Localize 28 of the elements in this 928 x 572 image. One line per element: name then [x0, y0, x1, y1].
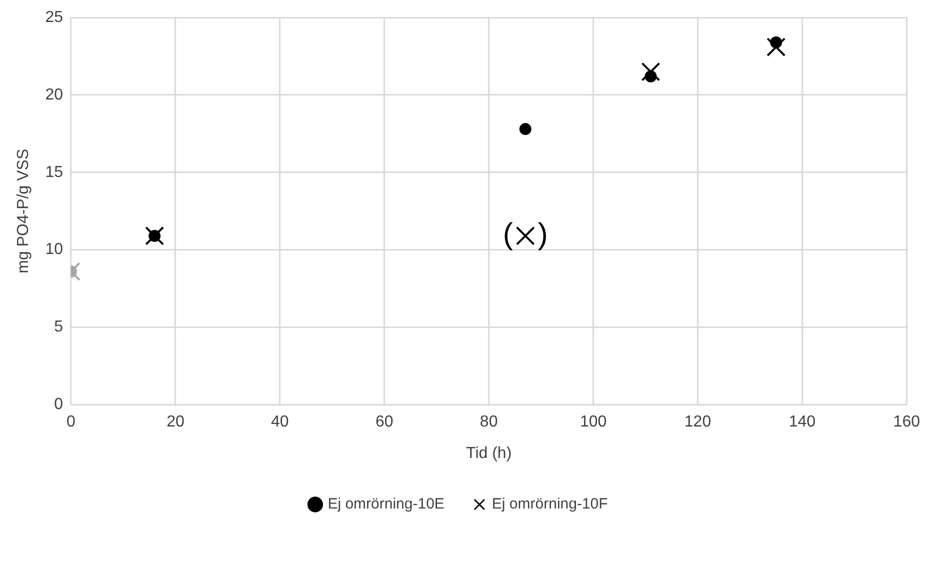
y-tick-label: 10: [45, 241, 64, 258]
x-tick-label: 120: [684, 414, 712, 431]
x-tick-label: 140: [788, 414, 816, 431]
x-tick-label: 100: [580, 414, 607, 431]
x-tick-label: 160: [893, 414, 920, 431]
y-tick-label: 0: [54, 396, 64, 414]
point: [519, 123, 532, 136]
point: [148, 230, 161, 242]
point: [644, 70, 657, 82]
point: [770, 36, 782, 48]
point: [641, 62, 660, 82]
x-tick-label: 40: [271, 414, 289, 431]
y-tick-label: 15: [45, 164, 64, 181]
x-tick-label: 0: [66, 414, 76, 431]
x-tick-label: 20: [166, 414, 184, 431]
legend-label: Ej omrörning-10F: [492, 496, 608, 513]
x-tick-label: 80: [480, 414, 498, 431]
point: [766, 38, 786, 56]
y-tick-label: 25: [45, 9, 64, 26]
point: [145, 226, 164, 246]
x-tick-label: 60: [375, 414, 394, 431]
x-axis-title: Tid (h): [466, 444, 512, 462]
annotation: ( ): [502, 218, 548, 252]
point: [516, 226, 535, 246]
y-tick-label: 20: [45, 86, 64, 104]
legend-label: Ej omrörning-10E: [328, 496, 444, 513]
y-axis-title: mg PO4-P/g VSS: [15, 148, 32, 274]
y-tick-label: 5: [54, 318, 64, 336]
